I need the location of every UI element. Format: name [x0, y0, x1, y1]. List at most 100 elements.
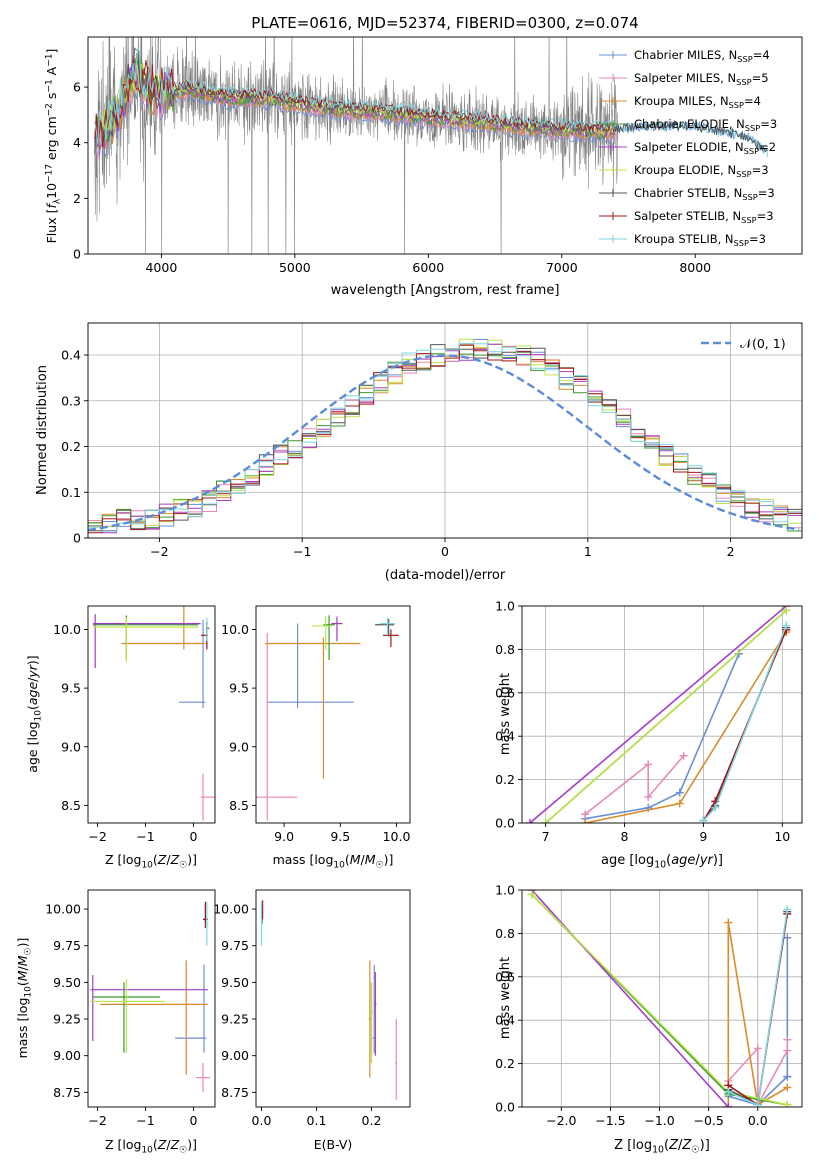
y-tick-label: 0.0	[495, 1100, 515, 1115]
y-axis-label: mass weight	[498, 957, 513, 1039]
errorbar-kroupa-miles	[99, 960, 208, 1075]
series-line	[584, 755, 685, 815]
x-axis-label: (data-model)/error	[385, 568, 506, 583]
y-tick-label: 0	[73, 531, 81, 546]
histogram-kroupa-stelib	[88, 343, 802, 532]
series-kroupa-stelib	[724, 905, 792, 1107]
series-marker	[782, 621, 791, 630]
series-marker	[711, 803, 720, 812]
x-tick-label: 6000	[412, 260, 444, 275]
axes-frame	[521, 889, 803, 1108]
grid-lines	[522, 605, 802, 824]
x-tick-label: −1.5	[595, 1113, 625, 1128]
series-marker	[753, 1044, 762, 1053]
x-tick-label: 9.5	[330, 829, 350, 844]
x-tick-label: 0	[441, 544, 449, 559]
x-axis-label: wavelength [Angstrom, rest frame]	[331, 283, 560, 298]
series-marker	[783, 933, 792, 942]
series-marker	[724, 1087, 733, 1096]
axes-frame	[87, 605, 216, 824]
x-tick-label: 2	[727, 544, 735, 559]
legend-label-salpeter-elodie: Salpeter ELODIE, NSSP​=2	[634, 140, 776, 156]
y-tick-label: 10.0	[221, 622, 249, 637]
plot-area	[260, 900, 398, 1100]
model-line-chabrier-elodie	[94, 57, 616, 143]
x-tick-label: −2	[150, 544, 168, 559]
series-marker	[783, 905, 792, 914]
axes-frame	[87, 322, 803, 539]
x-tick-label: 10	[774, 829, 790, 844]
plot-area	[94, 37, 769, 254]
plot-area	[256, 615, 399, 821]
x-axis-label: Z [log10​(Z/Z☉​)]	[105, 1137, 197, 1156]
panel-mass_vs_ebv: 0.0 0.1 0.2 8.75 9.00 9.25 9.50 9.75 10.00 E(B-V)	[213, 889, 411, 1152]
errorbar-kroupa-elodie	[369, 982, 374, 1064]
series-marker	[675, 788, 684, 797]
errorbar-kroupa-elodie	[312, 616, 332, 650]
x-tick-label: 0.0	[252, 1113, 272, 1128]
errorbar-chabrier-miles	[267, 623, 354, 709]
panel-mass_weight_vs_age: 7 8 9 10 0.0 0.2 0.4 0.6 0.8 1.0 age [log10​(age/y…	[495, 599, 803, 871]
series-salpeter-elodie	[527, 890, 733, 1107]
series-line	[545, 609, 787, 823]
y-tick-label: 0.6	[495, 685, 515, 700]
legend-normal-label: 𝒩(0, 1)	[740, 336, 786, 351]
series-chabrier-miles	[724, 933, 792, 1107]
y-axis-label: mass weight	[498, 673, 513, 755]
x-tick-label: 0.1	[307, 1113, 327, 1128]
x-tick-label: 7000	[546, 260, 578, 275]
y-tick-label: 0.2	[495, 1056, 515, 1071]
panel-residuals: −2 −1 0 1 2 0 0.1 0.2 0.3 0.4 𝒩(0, 1) (data-model)/…	[35, 322, 803, 583]
chart-title: PLATE=0616, MJD=52374, FIBERID=0300, z=0…	[251, 14, 638, 32]
y-tick-label: 0	[73, 247, 81, 262]
series-marker	[541, 819, 550, 823]
y-tick-label: 0.1	[61, 485, 81, 500]
y-tick-label: 9.00	[221, 1048, 249, 1063]
x-tick-label: 9.0	[274, 829, 294, 844]
y-tick-label: 9.75	[53, 938, 81, 953]
y-tick-label: 10.00	[45, 902, 81, 917]
y-tick-label: 0.4	[495, 729, 515, 744]
y-tick-label: 9.5	[61, 681, 81, 696]
series-marker	[783, 1035, 792, 1044]
series-marker	[679, 751, 688, 760]
x-tick-label: −1	[136, 1113, 154, 1128]
axes-frame	[255, 605, 411, 824]
errorbar-kroupa-stelib	[205, 901, 209, 946]
x-tick-label: 4000	[145, 260, 177, 275]
series-kroupa-elodie	[541, 606, 791, 823]
x-tick-label: −1	[136, 829, 154, 844]
model-line-salpeter-miles	[94, 65, 616, 160]
y-axis-label: Normed distribution	[35, 365, 50, 495]
y-tick-label: 9.25	[53, 1012, 81, 1027]
y-tick-label: 8.75	[221, 1085, 249, 1100]
y-tick-label: 0.4	[495, 1013, 515, 1028]
series-line	[529, 606, 787, 823]
y-tick-label: 1.0	[495, 599, 515, 614]
x-tick-label: 8	[621, 829, 629, 844]
series-line	[584, 653, 740, 820]
y-tick-label: 10.00	[213, 902, 249, 917]
errorbar-kroupa-miles	[264, 637, 361, 779]
panel-age_vs_mass: 9.0 9.5 10.0 8.5 9.0 9.5 10.0 mass [log10​(M/M☉…	[221, 605, 411, 871]
errorbar-salpeter-stelib	[383, 629, 399, 648]
x-tick-label: 0	[189, 1113, 197, 1128]
legend-label-kroupa-stelib: Kroupa STELIB, NSSP​=3	[634, 232, 766, 248]
x-tick-label: 9	[699, 829, 707, 844]
plot-area	[92, 606, 215, 821]
series-marker	[724, 1103, 733, 1107]
y-tick-label: 0.8	[495, 642, 515, 657]
series-marker	[644, 792, 653, 801]
errorbar-salpeter-stelib	[262, 900, 264, 920]
y-tick-label: 0.4	[61, 348, 81, 363]
y-tick-label: 8.5	[61, 798, 81, 813]
y-tick-label: 0.0	[495, 816, 515, 831]
x-tick-label: 0	[189, 829, 197, 844]
errorbar-kroupa-miles	[121, 606, 206, 650]
series-line	[702, 625, 787, 822]
series-marker	[724, 918, 733, 927]
series-marker	[644, 760, 653, 769]
model-extension-chabrier-stelib	[614, 119, 768, 153]
series-marker	[782, 606, 791, 615]
errorbar-salpeter-elodie	[374, 972, 377, 1056]
